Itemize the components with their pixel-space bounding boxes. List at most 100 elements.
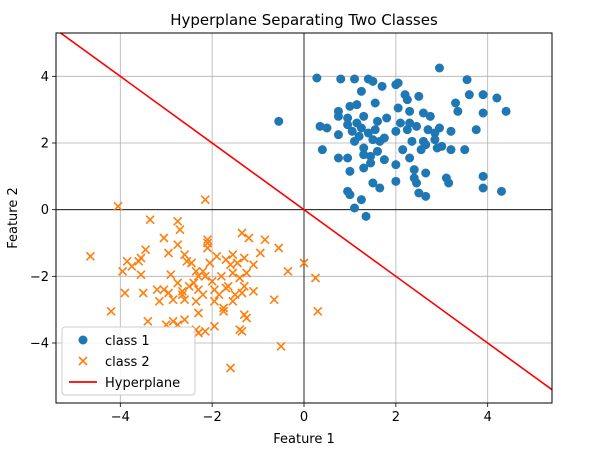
class-2-point <box>184 281 194 291</box>
class-2-point <box>177 290 187 300</box>
class-2-point <box>180 250 190 260</box>
x-axis-label: Feature 1 <box>273 432 335 447</box>
class-1-point <box>356 86 366 96</box>
y-axis-label: Feature 2 <box>6 187 21 249</box>
class-2-point <box>127 261 137 271</box>
class-1-point <box>368 178 378 188</box>
class-1-point <box>391 160 401 170</box>
class-2-point <box>113 201 123 211</box>
class-1-point <box>336 74 346 84</box>
class-2-point <box>228 268 238 278</box>
class-2-point <box>248 286 259 296</box>
class-2-point <box>189 278 199 288</box>
x-tick-label: 4 <box>484 410 492 425</box>
class-2-point <box>140 245 151 255</box>
class-1-point <box>402 95 412 105</box>
class-1-point <box>368 135 378 145</box>
class-2-point <box>138 288 148 298</box>
class-1-point <box>366 151 376 161</box>
class-2-point <box>274 243 284 253</box>
class-1-point <box>471 125 481 135</box>
legend-box <box>61 326 196 396</box>
class-2-point <box>200 195 210 205</box>
class-2-point <box>237 326 247 336</box>
class-2-point <box>173 240 183 250</box>
class-2-point <box>193 308 203 318</box>
class-2-point <box>230 290 240 300</box>
class-2-point <box>214 290 224 300</box>
class-1-point <box>347 126 357 136</box>
class-2-point <box>168 295 178 305</box>
hyperplane-line <box>59 33 552 391</box>
class-1-point <box>356 123 366 133</box>
class-1-point <box>370 125 380 135</box>
class-2-point <box>242 313 252 323</box>
x-tick-label: −4 <box>111 410 130 425</box>
class-1-point <box>446 126 456 136</box>
class-1-point <box>372 146 382 156</box>
class-1-point <box>370 98 380 108</box>
class-2-point <box>239 281 249 291</box>
class-2-point <box>198 266 208 276</box>
class-1-point <box>464 90 474 100</box>
legend: class 1 class 2 Hyperplane <box>61 326 196 396</box>
class-1-point <box>478 171 488 181</box>
class-1-point <box>343 113 353 123</box>
legend-class2-marker <box>78 356 88 366</box>
class-2-point <box>180 295 190 305</box>
class-1-point <box>460 145 470 155</box>
class-1-point <box>345 166 355 176</box>
class-2-point <box>159 285 169 295</box>
class-1-point <box>393 78 403 88</box>
class-2-point <box>202 235 213 245</box>
legend-hyperplane-label: Hyperplane <box>105 376 180 391</box>
class-2-point <box>177 286 187 296</box>
class-2-point <box>283 266 293 276</box>
class-2-point <box>209 321 220 331</box>
x-tick-label: −2 <box>203 410 222 425</box>
class-2-point <box>168 316 178 326</box>
series-2 <box>85 195 323 373</box>
class-1-point <box>361 211 371 221</box>
class-2-point <box>232 258 242 268</box>
class-2-point <box>242 268 252 278</box>
class-1-point <box>343 153 353 163</box>
class-1-point <box>350 203 360 213</box>
class-2-point <box>209 296 220 306</box>
class-2-point <box>173 278 183 288</box>
class-2-point <box>180 315 190 325</box>
class-2-point <box>200 326 210 336</box>
class-2-point <box>85 251 96 261</box>
class-2-point <box>216 271 226 281</box>
y-tick-label: 0 <box>41 203 49 218</box>
class-2-point <box>198 290 208 300</box>
class-1-point <box>478 183 488 193</box>
class-1-point <box>496 186 506 196</box>
class-1-point <box>405 106 415 116</box>
class-2-point <box>269 295 279 305</box>
class-2-point <box>244 233 254 243</box>
class-1-point <box>432 143 442 153</box>
class-2-point <box>310 273 321 283</box>
class-1-point <box>366 158 376 168</box>
class-1-point <box>398 145 408 155</box>
plot-area <box>56 33 552 403</box>
class-1-point <box>409 165 419 175</box>
class-2-point <box>225 363 236 373</box>
class-2-point <box>260 235 270 245</box>
class-1-point <box>418 136 428 146</box>
class-2-point <box>205 258 215 268</box>
class-2-point <box>228 296 238 306</box>
class-2-point <box>237 288 247 298</box>
class-2-point <box>106 306 116 316</box>
class-1-point <box>315 121 325 131</box>
y-tick-label: 2 <box>41 137 49 152</box>
class-2-point <box>120 288 130 298</box>
class-1-point <box>462 75 472 85</box>
x-tick-label: 0 <box>300 410 308 425</box>
y-tick-label: −4 <box>30 337 49 352</box>
class-1-point <box>317 145 327 155</box>
class-1-point <box>430 135 440 145</box>
class-2-point <box>163 248 174 258</box>
